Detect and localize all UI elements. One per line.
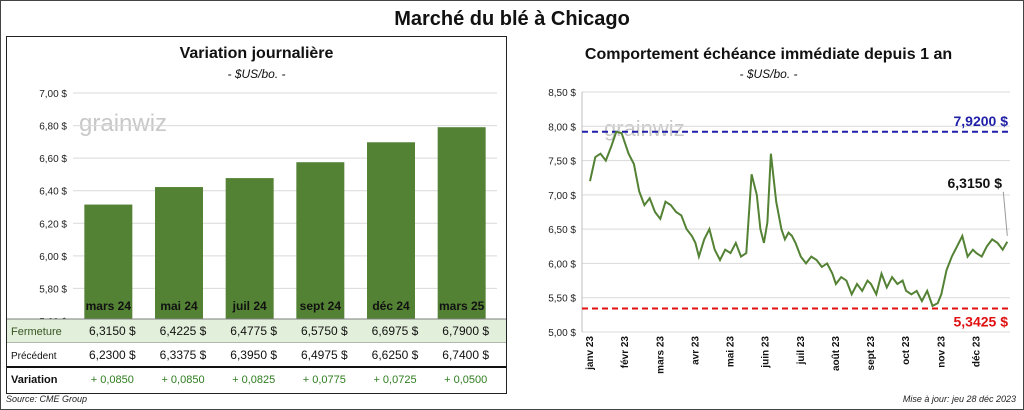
y-tick-label: 7,00 $ (39, 89, 67, 100)
page-title: Marché du blé à Chicago (394, 8, 630, 30)
table-cell: 6,3150 $ (89, 324, 136, 338)
table-cell: 6,4775 $ (230, 324, 277, 338)
x-tick-label: janv 23 (585, 336, 596, 371)
reference-label: 7,9200 $ (954, 113, 1009, 129)
table-cell: 6,7900 $ (442, 324, 489, 338)
trend-panel: Comportement échéance immédiate depuis 1… (516, 40, 1021, 392)
y-tick-label: 6,40 $ (39, 187, 67, 198)
last-price-label: 6,3150 $ (948, 175, 1003, 191)
y-tick-label: 8,50 $ (548, 88, 576, 99)
annotation-leader (1002, 191, 1008, 236)
y-tick-label: 6,60 $ (39, 154, 67, 165)
table-row-label: Variation (11, 374, 58, 386)
table-row-background (7, 343, 506, 367)
trend-line-chart: grainwiz 5,00 $ 5,50 $ 6,00 $ 6,50 $ 7,00 $ 7,… (548, 88, 1010, 374)
table-cell: + 0,0825 (232, 374, 275, 386)
x-category-label: déc 24 (372, 299, 410, 313)
table-row-label: Précédent (11, 351, 57, 362)
watermark-logo: grainwiz (604, 116, 685, 141)
bar (367, 142, 415, 321)
table-cell: 6,2300 $ (89, 348, 136, 362)
reference-label: 5,3425 $ (954, 314, 1009, 330)
table-cell: + 0,0850 (91, 374, 134, 386)
table-cell: + 0,0850 (161, 374, 204, 386)
x-tick-label: sept 23 (866, 336, 877, 371)
table-row-background (7, 367, 506, 391)
table-row-label: Fermeture (11, 326, 62, 338)
bar (225, 178, 274, 321)
bar (437, 127, 486, 321)
daily-variation-panel: Variation journalière - $US/bo. - grainw… (6, 36, 507, 394)
table-cell: 6,5750 $ (301, 324, 348, 338)
x-tick-label: nov 23 (936, 336, 947, 368)
table-cell: 6,6975 $ (372, 324, 419, 338)
y-tick-label: 6,80 $ (39, 122, 67, 133)
x-tick-label: oct 23 (901, 336, 912, 365)
y-tick-label: 6,50 $ (548, 225, 576, 236)
x-tick-label: août 23 (831, 336, 842, 371)
y-tick-label: 5,50 $ (548, 294, 576, 305)
y-tick-label: 6,00 $ (39, 252, 67, 263)
x-category-label: sept 24 (300, 299, 342, 313)
bar (84, 204, 133, 321)
x-tick-label: févr 23 (620, 336, 631, 369)
footer-update: Mise à jour: jeu 28 déc 2023 (902, 394, 1016, 404)
x-category-label: mai 24 (160, 299, 198, 313)
left-chart-title: Variation journalière (179, 45, 334, 62)
watermark-logo: grainwiz (79, 110, 167, 137)
x-tick-label: déc 23 (971, 336, 982, 368)
right-chart-subtitle: - $US/bo. - (739, 67, 798, 81)
x-tick-label: juin 23 (761, 336, 772, 369)
table-cell: 6,4975 $ (301, 348, 348, 362)
table-cell: 6,3375 $ (160, 348, 207, 362)
table-cell: + 0,0775 (303, 374, 346, 386)
table-row-background (7, 319, 506, 343)
bar (296, 162, 345, 321)
y-tick-label: 5,80 $ (39, 284, 67, 295)
table-cell: + 0,0725 (373, 374, 416, 386)
y-tick-label: 6,00 $ (548, 259, 576, 270)
right-chart-title: Comportement échéance immédiate depuis 1… (584, 46, 953, 63)
x-category-label: mars 24 (86, 299, 132, 313)
y-tick-label: 5,00 $ (548, 328, 576, 339)
footer-source: Source: CME Group (6, 394, 88, 404)
table-cell: 6,6250 $ (372, 348, 419, 362)
price-series-line (589, 130, 1009, 308)
x-tick-label: mai 23 (726, 336, 737, 368)
table-cell: 6,3950 $ (230, 348, 277, 362)
y-tick-label: 7,00 $ (548, 191, 576, 202)
left-chart-subtitle: - $US/bo. - (227, 67, 286, 81)
x-tick-label: juil 23 (796, 336, 807, 366)
y-tick-label: 6,20 $ (39, 219, 67, 230)
table-cell: + 0,0500 (444, 374, 487, 386)
x-tick-label: avr 23 (690, 336, 701, 365)
y-tick-label: 8,00 $ (548, 122, 576, 133)
bar (155, 187, 203, 321)
table-cell: 6,4225 $ (160, 324, 207, 338)
x-category-label: juil 24 (232, 299, 267, 313)
y-tick-label: 7,50 $ (548, 157, 576, 168)
x-tick-label: mars 23 (655, 336, 666, 374)
x-category-label: mars 25 (439, 299, 485, 313)
table-cell: 6,7400 $ (442, 348, 489, 362)
